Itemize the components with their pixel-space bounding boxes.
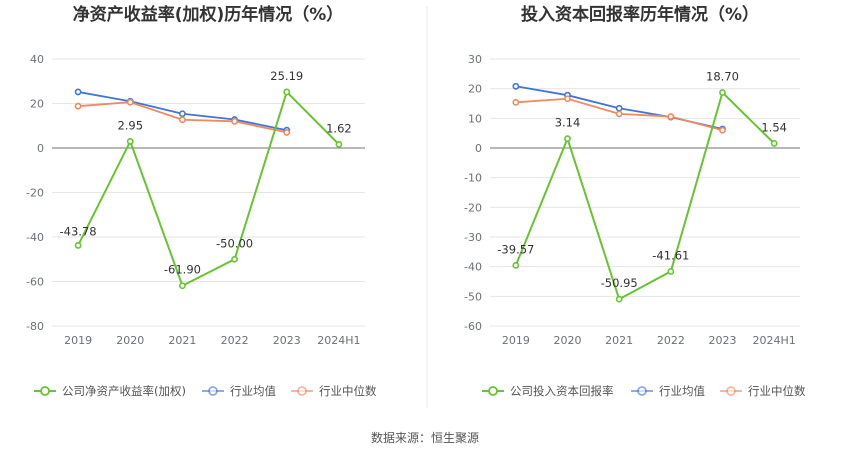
data-point-company <box>179 282 186 290</box>
data-point-company <box>335 140 343 148</box>
legend-item-company[interactable]: 公司投入资本回报率 <box>482 384 614 398</box>
x-tick-label: 2019 <box>502 334 530 347</box>
legend-marker <box>488 386 498 396</box>
y-tick-label: -10 <box>464 172 482 185</box>
data-label: 1.54 <box>761 120 787 134</box>
series-line-company <box>514 90 775 301</box>
y-tick-label: 0 <box>37 142 44 155</box>
data-label: 1.62 <box>326 121 352 135</box>
data-label: -61.90 <box>164 263 201 277</box>
legend-label: 行业中位数 <box>319 384 377 398</box>
x-tick-label: 2023 <box>273 334 301 347</box>
y-tick-label: 20 <box>468 83 482 96</box>
data-point-company <box>74 242 82 249</box>
x-tick-label: 2020 <box>554 334 582 347</box>
data-label: 3.14 <box>555 116 581 130</box>
legend-label: 公司投入资本回报率 <box>510 384 614 398</box>
chart-title: 投入资本回报率历年情况（%） <box>521 4 759 25</box>
x-tick-label: 2023 <box>709 334 737 347</box>
y-tick-label: 0 <box>475 142 482 155</box>
data-label: 25.19 <box>270 69 303 83</box>
x-tick-label: 2022 <box>221 334 249 347</box>
legend-marker <box>297 386 307 396</box>
legend-item-industry_avg[interactable]: 行业均值 <box>202 384 276 398</box>
data-point-company <box>283 88 291 96</box>
x-tick-label: 2024H1 <box>317 334 360 347</box>
x-tick-label: 2021 <box>168 334 196 347</box>
series-line-company <box>77 90 340 288</box>
y-tick-label: 10 <box>468 112 482 125</box>
data-point-industry_median <box>179 116 186 124</box>
data-point-industry_median <box>512 98 520 106</box>
data-point-industry_median <box>283 129 291 136</box>
roe-chart-panel: 净资产收益率(加权)历年情况（%） 40 20 0 -20 -40 -60 -80 2019 20… <box>26 4 377 398</box>
y-tick-label: 30 <box>468 53 482 66</box>
data-label: -39.57 <box>497 242 534 256</box>
data-point-industry_median <box>667 113 675 120</box>
data-point-company <box>770 140 778 147</box>
data-point-industry_avg <box>512 82 520 90</box>
data-point-company <box>231 255 238 263</box>
y-tick-label: -20 <box>464 201 482 214</box>
data-point-industry_median <box>126 98 134 106</box>
legend-label: 行业中位数 <box>748 384 806 398</box>
y-tick-label: -40 <box>26 231 44 244</box>
data-label: -43.78 <box>60 224 97 238</box>
x-tick-label: 2024H1 <box>753 334 796 347</box>
legend-item-industry_avg[interactable]: 行业均值 <box>631 384 705 398</box>
x-tick-label: 2019 <box>64 334 92 347</box>
data-point-company <box>512 261 520 269</box>
data-point-industry_median <box>615 110 623 118</box>
data-point-company <box>615 295 623 303</box>
data-source-label: 数据来源：恒生聚源 <box>371 430 479 445</box>
data-label: 2.95 <box>117 118 143 132</box>
data-point-industry_median <box>74 102 82 110</box>
x-tick-label: 2022 <box>657 334 685 347</box>
data-point-company <box>126 138 134 145</box>
y-tick-label: -60 <box>26 276 44 289</box>
legend-marker <box>726 386 736 396</box>
data-label: -50.00 <box>216 236 253 250</box>
y-tick-label: -20 <box>26 187 44 200</box>
data-point-industry_avg <box>179 110 186 118</box>
x-tick-label: 2021 <box>605 334 633 347</box>
data-point-industry_avg <box>74 88 82 96</box>
y-tick-label: -60 <box>464 320 482 333</box>
legend-marker <box>40 386 50 396</box>
y-tick-label: -50 <box>464 290 482 303</box>
y-tick-label: 20 <box>30 98 44 111</box>
data-point-industry_avg <box>615 104 623 112</box>
data-label: 18.70 <box>706 70 739 84</box>
x-tick-label: 2020 <box>116 334 144 347</box>
data-label: -50.95 <box>601 276 638 290</box>
legend-label: 行业均值 <box>230 384 276 398</box>
legend-label: 公司净资产收益率(加权) <box>62 384 186 398</box>
legend-marker <box>637 386 647 396</box>
chart-title: 净资产收益率(加权)历年情况（%） <box>73 4 344 25</box>
legend-item-industry_median[interactable]: 行业中位数 <box>720 384 806 398</box>
roic-chart-panel: 投入资本回报率历年情况（%） 30 20 10 0 -10 -20 -30 -40 -50 -60 2… <box>464 4 806 398</box>
y-tick-label: -80 <box>26 320 44 333</box>
data-point-industry_median <box>231 117 238 125</box>
y-tick-label: 40 <box>30 53 44 66</box>
data-point-industry_median <box>719 126 726 134</box>
legend-item-industry_median[interactable]: 行业中位数 <box>291 384 377 398</box>
legend-item-company[interactable]: 公司净资产收益率(加权) <box>34 384 186 398</box>
y-tick-label: -40 <box>464 261 482 274</box>
data-label: -41.61 <box>652 248 689 262</box>
legend-marker <box>208 386 218 396</box>
data-point-company <box>667 268 675 275</box>
data-point-company <box>719 89 726 96</box>
data-point-company <box>564 135 571 143</box>
legend-label: 行业均值 <box>659 384 705 398</box>
data-point-industry_median <box>564 95 571 103</box>
y-tick-label: -30 <box>464 231 482 244</box>
